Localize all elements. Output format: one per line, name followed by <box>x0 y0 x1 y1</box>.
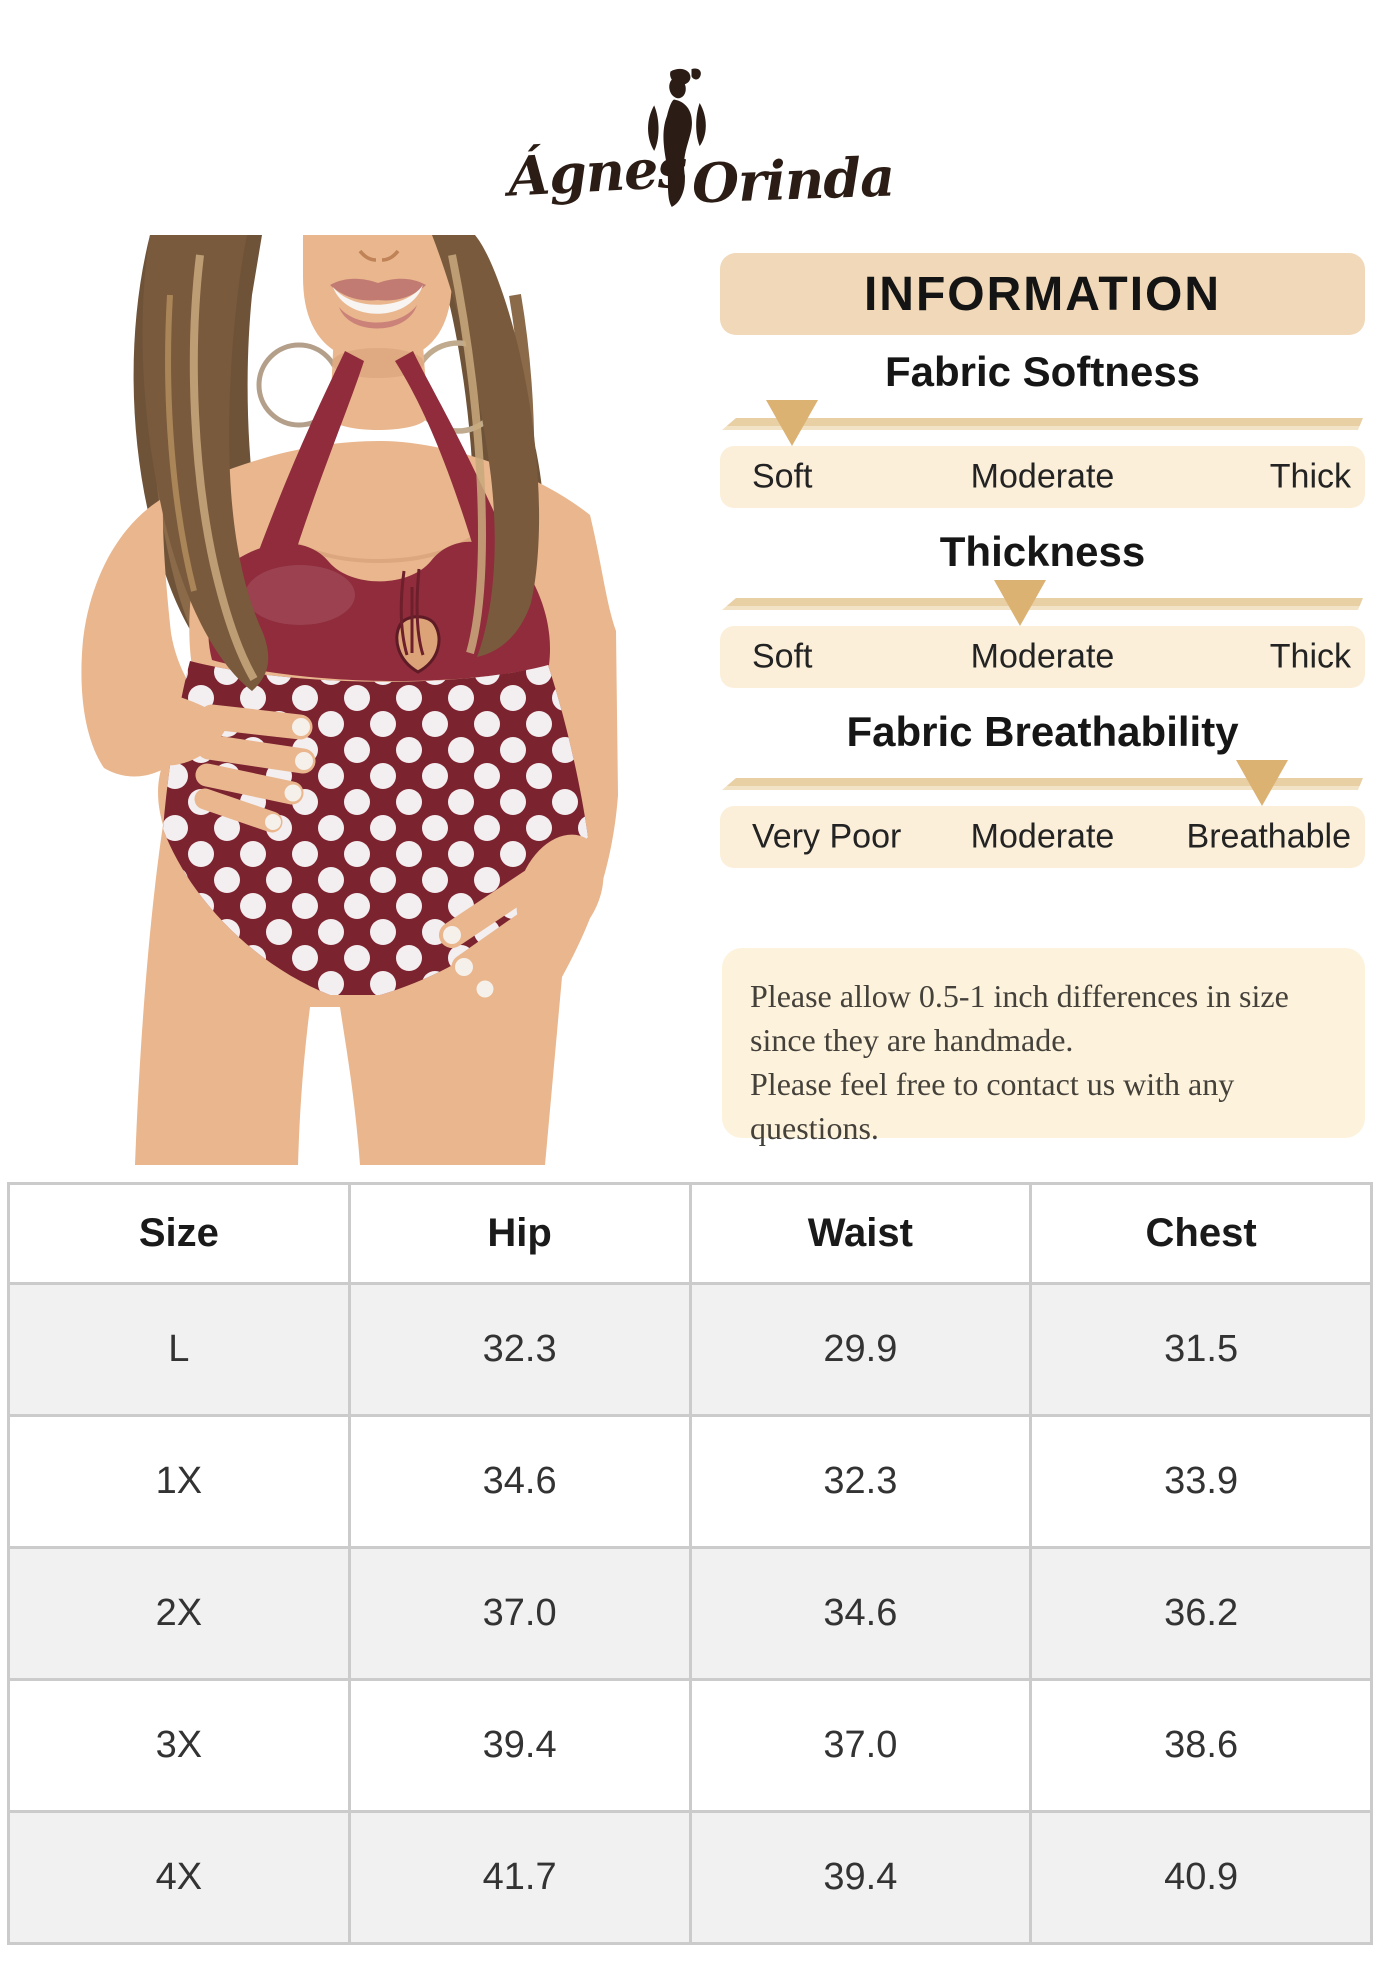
cell-hip: 34.6 <box>347 1414 692 1549</box>
note-line: Please allow 0.5-1 inch differences in s… <box>750 978 1289 1014</box>
note-line: Please feel free to contact us with any … <box>750 1066 1235 1146</box>
scale-label-mid: Moderate <box>970 457 1115 496</box>
gauge-heading: Fabric Breathability <box>846 708 1239 755</box>
cell-size: 1X <box>7 1414 351 1549</box>
woman-silhouette-icon <box>648 68 706 207</box>
size-note-box: Please allow 0.5-1 inch differences in s… <box>722 948 1365 1146</box>
col-header-hip: Hip <box>347 1182 692 1285</box>
col-header-chest: Chest <box>1029 1182 1373 1285</box>
cell-chest: 38.6 <box>1029 1678 1373 1813</box>
scale-label-high: Breathable <box>1186 817 1351 856</box>
gauge-track <box>722 418 1363 430</box>
cell-waist: 32.3 <box>688 1414 1033 1549</box>
cell-waist: 39.4 <box>688 1810 1033 1945</box>
cell-hip: 41.7 <box>347 1810 692 1945</box>
size-table: Size Hip Waist Chest L 32.3 29.9 31.5 1X… <box>7 1182 1373 1945</box>
note-line: since they are handmade. <box>750 1022 1074 1058</box>
model-hand-on-hip <box>82 685 316 833</box>
scale-label-high: Thick <box>1269 637 1351 676</box>
brand-logo: Ágnes Orinda <box>430 60 895 220</box>
scale-label-high: Thick <box>1269 457 1351 496</box>
cell-hip: 39.4 <box>347 1678 692 1813</box>
cell-chest: 40.9 <box>1029 1810 1373 1945</box>
cell-hip: 37.0 <box>347 1546 692 1681</box>
cell-chest: 31.5 <box>1029 1282 1373 1417</box>
scale-label-mid: Moderate <box>970 817 1115 856</box>
gauge-fabric-softness: Fabric Softness Soft Moderate Thick <box>720 348 1365 510</box>
scale-label-low: Very Poor <box>752 817 902 856</box>
table-row: 2X 37.0 34.6 36.2 <box>7 1546 1373 1681</box>
triangle-indicator-icon <box>993 580 1046 626</box>
product-photo <box>81 235 618 1165</box>
scale-label-mid: Moderate <box>970 637 1115 676</box>
cell-size: 2X <box>7 1546 351 1681</box>
cell-size: 4X <box>7 1810 351 1945</box>
cell-size: L <box>7 1282 351 1417</box>
brand-script-right: Orinda <box>690 144 896 216</box>
cell-waist: 34.6 <box>688 1546 1033 1681</box>
gauge-heading: Thickness <box>939 528 1146 575</box>
triangle-indicator-icon <box>766 400 819 446</box>
gauge-scale: Soft Moderate Thick <box>720 626 1365 688</box>
cell-waist: 37.0 <box>688 1678 1033 1813</box>
model-hand-on-thigh <box>439 834 604 1001</box>
scale-label-low: Soft <box>752 637 813 676</box>
table-row: 3X 39.4 37.0 38.6 <box>7 1678 1373 1813</box>
table-row: L 32.3 29.9 31.5 <box>7 1282 1373 1417</box>
triangle-indicator-icon <box>1235 760 1288 806</box>
col-header-size: Size <box>7 1182 351 1285</box>
gauge-scale: Very Poor Moderate Breathable <box>720 806 1365 868</box>
gauge-scale: Soft Moderate Thick <box>720 446 1365 508</box>
table-row: 4X 41.7 39.4 40.9 <box>7 1810 1373 1945</box>
cell-hip: 32.3 <box>347 1282 692 1417</box>
cell-chest: 33.9 <box>1029 1414 1373 1549</box>
model-hair-front <box>142 235 540 691</box>
cell-chest: 36.2 <box>1029 1546 1373 1681</box>
scale-label-low: Soft <box>752 457 813 496</box>
information-title: INFORMATION <box>720 253 1365 335</box>
cell-waist: 29.9 <box>688 1282 1033 1417</box>
model-face <box>303 235 452 361</box>
col-header-waist: Waist <box>688 1182 1033 1285</box>
table-row: 1X 34.6 32.3 33.9 <box>7 1414 1373 1549</box>
gauge-thickness: Thickness Soft Moderate Thick <box>720 528 1365 690</box>
cell-size: 3X <box>7 1678 351 1813</box>
table-header-row: Size Hip Waist Chest <box>7 1182 1373 1285</box>
gauge-fabric-breathability: Fabric Breathability Very Poor Moderate … <box>720 708 1365 870</box>
gauge-track <box>722 778 1363 790</box>
gauge-heading: Fabric Softness <box>884 348 1201 395</box>
